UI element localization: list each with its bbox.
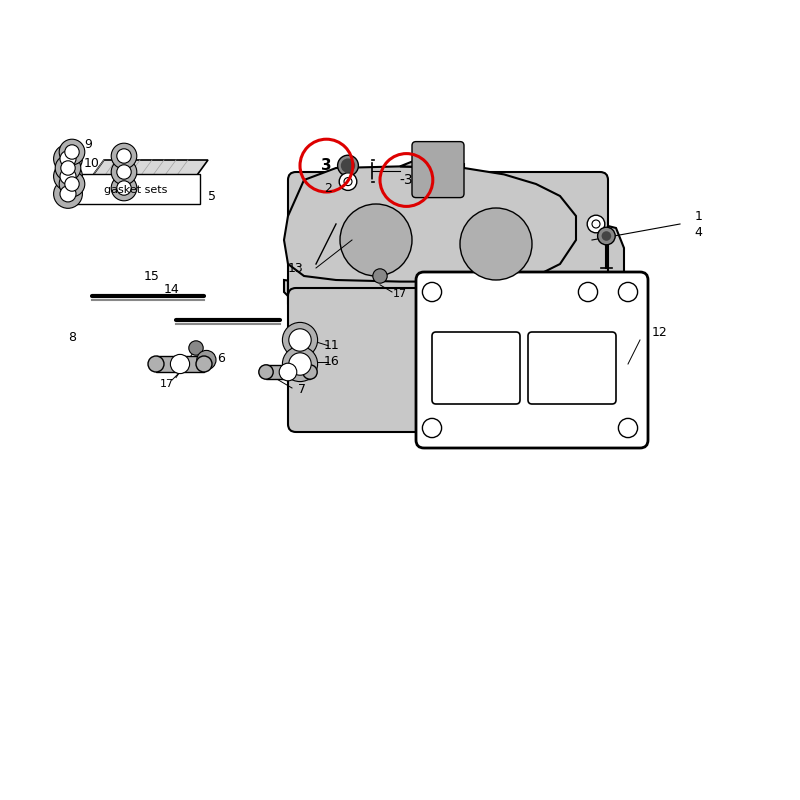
Text: 1: 1 [694,210,702,222]
Circle shape [618,418,638,438]
Circle shape [587,215,605,233]
Text: 17: 17 [159,379,174,389]
Text: 9: 9 [84,138,92,150]
Circle shape [339,173,357,190]
Circle shape [60,186,76,202]
Circle shape [54,162,82,190]
Circle shape [341,158,355,173]
Circle shape [60,168,76,184]
Circle shape [54,179,82,208]
Circle shape [59,171,85,197]
Circle shape [279,363,297,381]
Circle shape [373,269,387,283]
Circle shape [65,177,79,191]
Circle shape [111,143,137,169]
Circle shape [258,365,273,379]
Circle shape [196,356,212,372]
Text: 15: 15 [144,270,160,282]
Text: 4: 4 [694,226,702,238]
FancyBboxPatch shape [288,172,608,312]
Text: 16: 16 [324,355,340,368]
Circle shape [578,282,598,302]
Text: 7: 7 [298,383,306,396]
Circle shape [592,220,600,228]
Circle shape [54,144,82,173]
FancyBboxPatch shape [528,332,616,404]
Text: 12: 12 [652,326,668,338]
Circle shape [598,227,615,245]
Circle shape [302,365,318,379]
Circle shape [59,139,85,165]
Text: 13: 13 [288,262,304,274]
Circle shape [460,208,532,280]
Circle shape [170,354,190,374]
Polygon shape [400,156,464,168]
Text: 11: 11 [324,339,340,352]
Polygon shape [284,166,576,282]
Polygon shape [156,356,204,372]
Circle shape [148,356,164,372]
Text: 14: 14 [164,283,180,296]
FancyBboxPatch shape [412,142,464,198]
Circle shape [189,341,203,355]
Circle shape [61,161,75,175]
Circle shape [117,165,131,179]
Text: 17: 17 [393,289,407,298]
Polygon shape [72,160,208,204]
Circle shape [117,149,131,163]
Polygon shape [284,224,624,312]
Circle shape [422,418,442,438]
Polygon shape [266,365,310,379]
Circle shape [65,145,79,159]
Circle shape [338,155,358,176]
Text: gasket sets: gasket sets [104,185,168,194]
Circle shape [60,150,76,166]
Text: 2: 2 [324,182,332,194]
Circle shape [111,159,137,185]
FancyBboxPatch shape [288,288,608,432]
Circle shape [422,282,442,302]
Text: 6: 6 [218,352,226,365]
Circle shape [117,181,131,195]
Circle shape [289,353,311,375]
Text: -3: -3 [399,173,414,187]
Circle shape [618,282,638,302]
Text: 5: 5 [208,190,216,202]
Circle shape [602,231,611,241]
Circle shape [282,346,318,382]
FancyBboxPatch shape [432,332,520,404]
Circle shape [289,329,311,351]
FancyBboxPatch shape [416,272,648,448]
Circle shape [344,178,352,186]
Circle shape [55,155,81,181]
Text: 8: 8 [68,331,76,344]
Text: 10: 10 [84,157,100,170]
Circle shape [282,322,318,358]
Circle shape [173,357,187,371]
FancyBboxPatch shape [72,174,200,204]
Text: 3: 3 [321,158,332,173]
Circle shape [111,175,137,201]
Circle shape [340,204,412,276]
Circle shape [197,350,216,370]
